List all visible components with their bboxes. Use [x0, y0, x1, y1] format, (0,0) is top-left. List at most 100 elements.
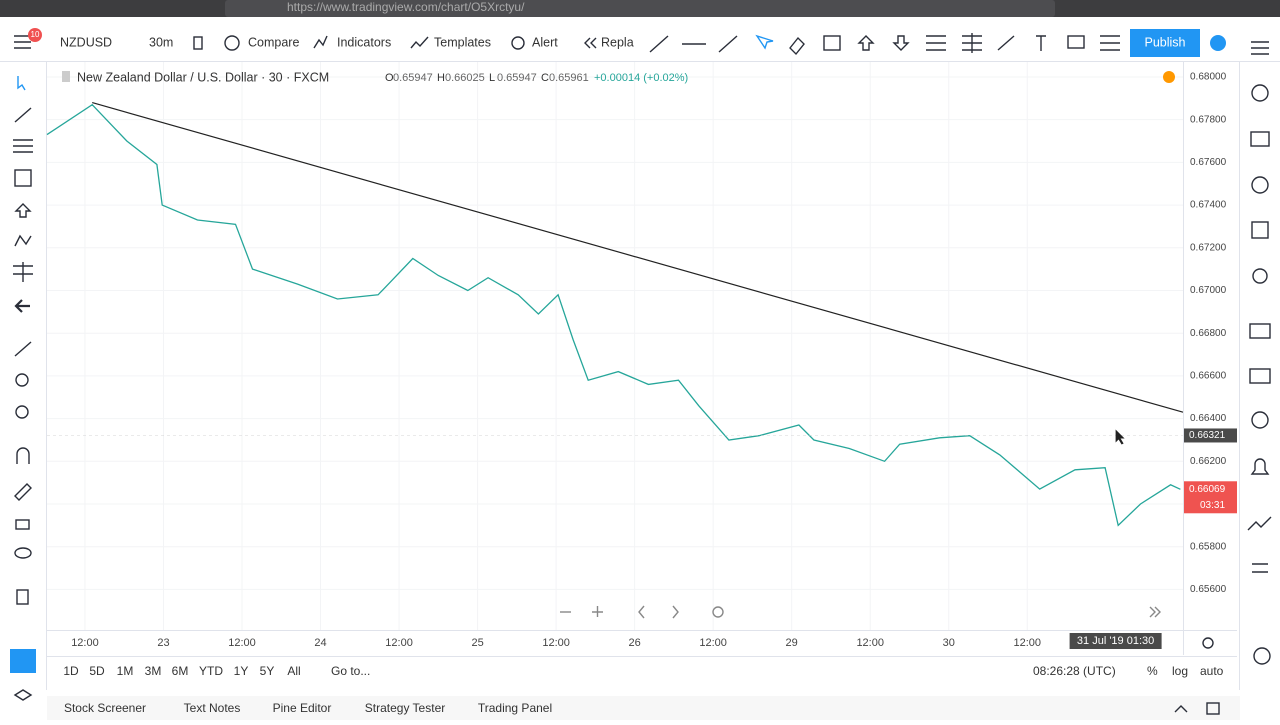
- x-tick-label: 25: [471, 637, 483, 649]
- last-price-box: [1184, 481, 1237, 514]
- tab[interactable]: Strategy Tester: [365, 701, 445, 715]
- ohlc-label: C: [541, 72, 549, 84]
- auto-toggle[interactable]: auto: [1200, 664, 1224, 678]
- left-toolbar: [0, 62, 46, 690]
- y-tick-label: 0.67600: [1190, 157, 1227, 168]
- x-tick-label: 12:00: [1013, 637, 1041, 649]
- crosshair-time-box: [1069, 633, 1162, 649]
- settings-icon[interactable]: [1202, 637, 1214, 649]
- ohlc-label: H: [437, 72, 445, 84]
- percent-toggle[interactable]: %: [1147, 664, 1158, 678]
- compare-button[interactable]: Compare: [248, 35, 299, 49]
- tab[interactable]: Pine Editor: [273, 701, 332, 715]
- cursor: [1115, 429, 1125, 445]
- log-toggle[interactable]: log: [1172, 664, 1188, 678]
- interval[interactable]: 30m: [149, 35, 173, 49]
- y-tick-label: 0.68000: [1190, 72, 1227, 83]
- warning-icon[interactable]: [1163, 71, 1175, 83]
- ohlc-value: 0.65961: [549, 72, 589, 84]
- range-button[interactable]: 3M: [145, 664, 162, 678]
- url: https://www.tradingview.com/chart/O5Xrct…: [287, 0, 525, 14]
- range-button[interactable]: YTD: [199, 664, 223, 678]
- left-tools[interactable]: [10, 76, 36, 701]
- ohlc-value: 0.65947: [497, 72, 537, 84]
- y-tick-label: 0.66200: [1190, 456, 1227, 467]
- badge-count: 10: [31, 30, 40, 39]
- x-tick-label: 30: [943, 637, 955, 649]
- range-buttons: 1D 5D 1M 3M 6M YTD 1Y 5Y All: [63, 664, 300, 678]
- x-tick-label: 26: [629, 637, 641, 649]
- range-button[interactable]: 1D: [63, 664, 79, 678]
- x-tick-label: 29: [786, 637, 798, 649]
- maximize-icon[interactable]: [1206, 702, 1220, 715]
- tab[interactable]: Stock Screener: [64, 701, 146, 715]
- crosshair-time: 31 Jul '19 01:30: [1077, 635, 1154, 647]
- top-toolbar: [0, 17, 1280, 62]
- price-line: [46, 103, 1181, 527]
- indicators-icon[interactable]: [313, 35, 328, 49]
- countdown: 03:31: [1200, 500, 1225, 511]
- y-tick-label: 0.67200: [1190, 242, 1227, 253]
- ohlc-label: O: [385, 72, 394, 84]
- address-field[interactable]: [225, 0, 1055, 17]
- chart-pane: 0.68000 0.67800 0.67600 0.67400 0.67200 0.670…: [46, 62, 1237, 649]
- indicators-button[interactable]: Indicators: [337, 35, 391, 49]
- x-tick-label: 12:00: [71, 637, 99, 649]
- range-button[interactable]: 1Y: [234, 664, 249, 678]
- ohlc-legend: O 0.65947 H 0.66025 L 0.65947 C 0.65961: [385, 72, 589, 84]
- y-tick-label: 0.65600: [1190, 584, 1227, 595]
- publish-label: Publish: [1145, 35, 1186, 49]
- tab[interactable]: Trading Panel: [478, 701, 552, 715]
- x-tick-label: 12:00: [542, 637, 570, 649]
- last-price: 0.66069: [1189, 484, 1226, 495]
- crosshair-price: 0.66321: [1189, 430, 1226, 441]
- y-tick-label: 0.66600: [1190, 371, 1227, 382]
- trend-line[interactable]: [92, 102, 1184, 413]
- clock: 08:26:28 (UTC): [1033, 664, 1116, 678]
- tab[interactable]: Text Notes: [184, 701, 241, 715]
- alert-icon[interactable]: [511, 36, 525, 50]
- range-button[interactable]: 5Y: [260, 664, 275, 678]
- x-tick-label: 12:00: [385, 637, 413, 649]
- range-button[interactable]: 5D: [89, 664, 105, 678]
- publish-button[interactable]: [1130, 29, 1200, 57]
- x-tick-label: 12:00: [856, 637, 884, 649]
- change: +0.00014 (+0.02%): [594, 72, 688, 84]
- symbol[interactable]: NZDUSD: [60, 35, 112, 49]
- symbol-icon: [62, 71, 70, 82]
- right-tools[interactable]: [1247, 41, 1272, 665]
- y-tick-label: 0.66800: [1190, 328, 1227, 339]
- ohlc-label: L: [489, 72, 495, 84]
- crosshair-price-box: [1184, 428, 1237, 443]
- alert-button[interactable]: Alert: [532, 35, 558, 49]
- y-tick-label: 0.67000: [1190, 285, 1227, 296]
- ohlc-value: 0.66025: [445, 72, 485, 84]
- range-button[interactable]: All: [287, 664, 300, 678]
- compare-icon[interactable]: [224, 35, 240, 51]
- badge: [28, 28, 42, 42]
- ohlc-value: 0.65947: [393, 72, 433, 84]
- x-tick-label: 24: [314, 637, 326, 649]
- collapse-icon[interactable]: [1174, 705, 1188, 713]
- templates-icon[interactable]: [410, 36, 429, 49]
- chart-style-icon[interactable]: [193, 36, 203, 50]
- bottom-tabs: Stock Screener Text Notes Pine Editor Strat…: [64, 701, 552, 715]
- replay-icon[interactable]: [584, 37, 597, 49]
- goto-button[interactable]: Go to...: [331, 664, 370, 678]
- y-tick-label: 0.67800: [1190, 114, 1227, 125]
- play-icon[interactable]: [1210, 35, 1226, 51]
- navigation-controls[interactable]: [560, 605, 1161, 619]
- y-tick-label: 0.65800: [1190, 541, 1227, 552]
- range-button[interactable]: 6M: [172, 664, 189, 678]
- drawing-tools[interactable]: [649, 33, 1120, 56]
- x-tick-label: 12:00: [699, 637, 727, 649]
- templates-button[interactable]: Templates: [434, 35, 491, 49]
- range-button[interactable]: 1M: [117, 664, 134, 678]
- legend-title[interactable]: New Zealand Dollar / U.S. Dollar · 30 · …: [77, 70, 329, 84]
- replay-button[interactable]: Repla: [601, 35, 634, 49]
- x-tick-label: 23: [157, 637, 169, 649]
- x-tick-label: 12:00: [228, 637, 256, 649]
